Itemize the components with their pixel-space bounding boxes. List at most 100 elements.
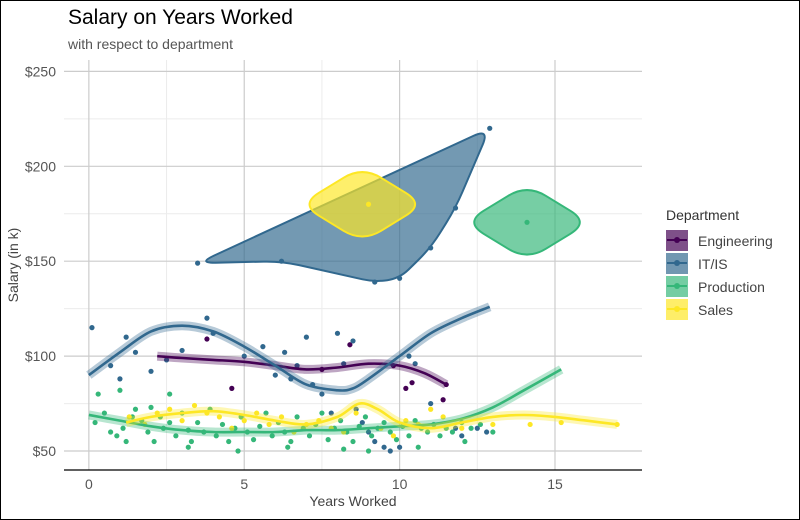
point-sales	[191, 402, 198, 409]
point-engineering	[409, 380, 415, 386]
point-production	[95, 391, 101, 397]
point-production	[263, 410, 269, 416]
smooth-line-it-is	[88, 305, 491, 392]
point-production	[219, 421, 226, 428]
x-tick-label: 0	[85, 476, 93, 492]
point-sales	[179, 418, 185, 424]
y-tick-label: $50	[33, 443, 57, 459]
point-sales	[390, 433, 396, 439]
point-it-is	[148, 368, 154, 374]
point-sales	[558, 419, 564, 426]
point-it-is	[117, 376, 123, 382]
point-production	[524, 219, 530, 225]
x-tick-label: 15	[547, 476, 563, 492]
point-engineering	[347, 342, 353, 348]
point-sales	[278, 414, 285, 420]
legend: Department Engineering IT/IS Production …	[666, 207, 773, 321]
point-sales	[154, 410, 160, 416]
point-sales	[266, 421, 272, 428]
point-production	[185, 444, 191, 450]
point-it-is	[387, 448, 393, 454]
point-production	[195, 419, 201, 426]
point-production	[148, 404, 154, 410]
point-it-is	[123, 334, 129, 340]
point-production	[424, 429, 431, 435]
legend-label-production: Production	[698, 278, 765, 295]
legend-label-it-is: IT/IS	[698, 255, 728, 272]
point-production	[490, 429, 496, 435]
point-sales	[229, 425, 235, 431]
point-it-is	[452, 205, 459, 211]
point-production	[151, 438, 157, 445]
point-production	[294, 414, 300, 420]
point-production	[393, 437, 400, 443]
point-sales	[527, 421, 533, 428]
y-tick-label: $250	[25, 63, 56, 79]
point-sales	[126, 414, 132, 420]
point-it-is	[132, 349, 139, 355]
point-it-is	[372, 279, 378, 285]
hull-sales	[308, 171, 417, 238]
point-it-is	[350, 338, 356, 344]
point-it-is	[179, 347, 185, 354]
legend-key-sales	[666, 299, 688, 320]
point-production	[173, 433, 179, 439]
point-production	[257, 423, 263, 429]
point-it-is	[195, 260, 201, 266]
point-sales	[254, 410, 260, 416]
legend-item-it-is: IT/IS	[666, 252, 773, 275]
point-it-is	[484, 429, 490, 435]
point-production	[381, 419, 387, 426]
point-it-is	[282, 349, 288, 355]
point-it-is	[319, 391, 325, 397]
point-it-is	[406, 353, 412, 359]
point-production	[365, 448, 372, 454]
point-production	[167, 419, 173, 426]
point-production	[449, 429, 456, 435]
point-production	[325, 437, 331, 443]
point-sales	[167, 406, 173, 412]
point-production	[108, 429, 114, 435]
point-production	[415, 444, 421, 450]
point-sales	[403, 418, 409, 424]
point-production	[235, 448, 241, 454]
x-axis-title: Years Worked	[309, 493, 396, 509]
smooth-line-sales	[125, 402, 618, 430]
point-sales	[353, 410, 359, 416]
point-it-is	[334, 330, 341, 336]
point-it-is	[278, 258, 285, 264]
point-it-is	[328, 410, 334, 416]
point-sales	[440, 414, 446, 420]
point-engineering	[403, 385, 409, 391]
point-production	[406, 433, 412, 439]
point-it-is	[365, 429, 372, 435]
point-it-is	[452, 425, 459, 431]
point-it-is	[397, 275, 403, 281]
point-production	[285, 444, 291, 450]
legend-key-engineering	[666, 230, 688, 251]
point-it-is	[241, 353, 247, 359]
point-it-is	[163, 357, 170, 363]
point-engineering	[440, 397, 446, 403]
y-tick-label: $200	[25, 158, 56, 174]
point-production	[337, 418, 344, 424]
point-production	[477, 421, 484, 428]
point-it-is	[428, 245, 434, 251]
point-it-is	[89, 325, 95, 331]
legend-item-engineering: Engineering	[666, 229, 773, 252]
chart-subtitle: with respect to department	[68, 36, 233, 52]
legend-title: Department	[666, 207, 740, 223]
point-sales	[241, 418, 247, 424]
smooth-line-engineering	[157, 354, 447, 386]
point-it-is	[303, 334, 309, 340]
point-production	[188, 438, 195, 445]
point-production	[114, 433, 120, 439]
x-tick-label: 10	[392, 476, 408, 492]
point-production	[369, 433, 375, 439]
point-production	[117, 387, 123, 393]
point-it-is	[108, 363, 114, 369]
point-production	[120, 425, 126, 431]
chart-title: Salary on Years Worked	[68, 6, 293, 29]
point-it-is	[381, 444, 387, 450]
